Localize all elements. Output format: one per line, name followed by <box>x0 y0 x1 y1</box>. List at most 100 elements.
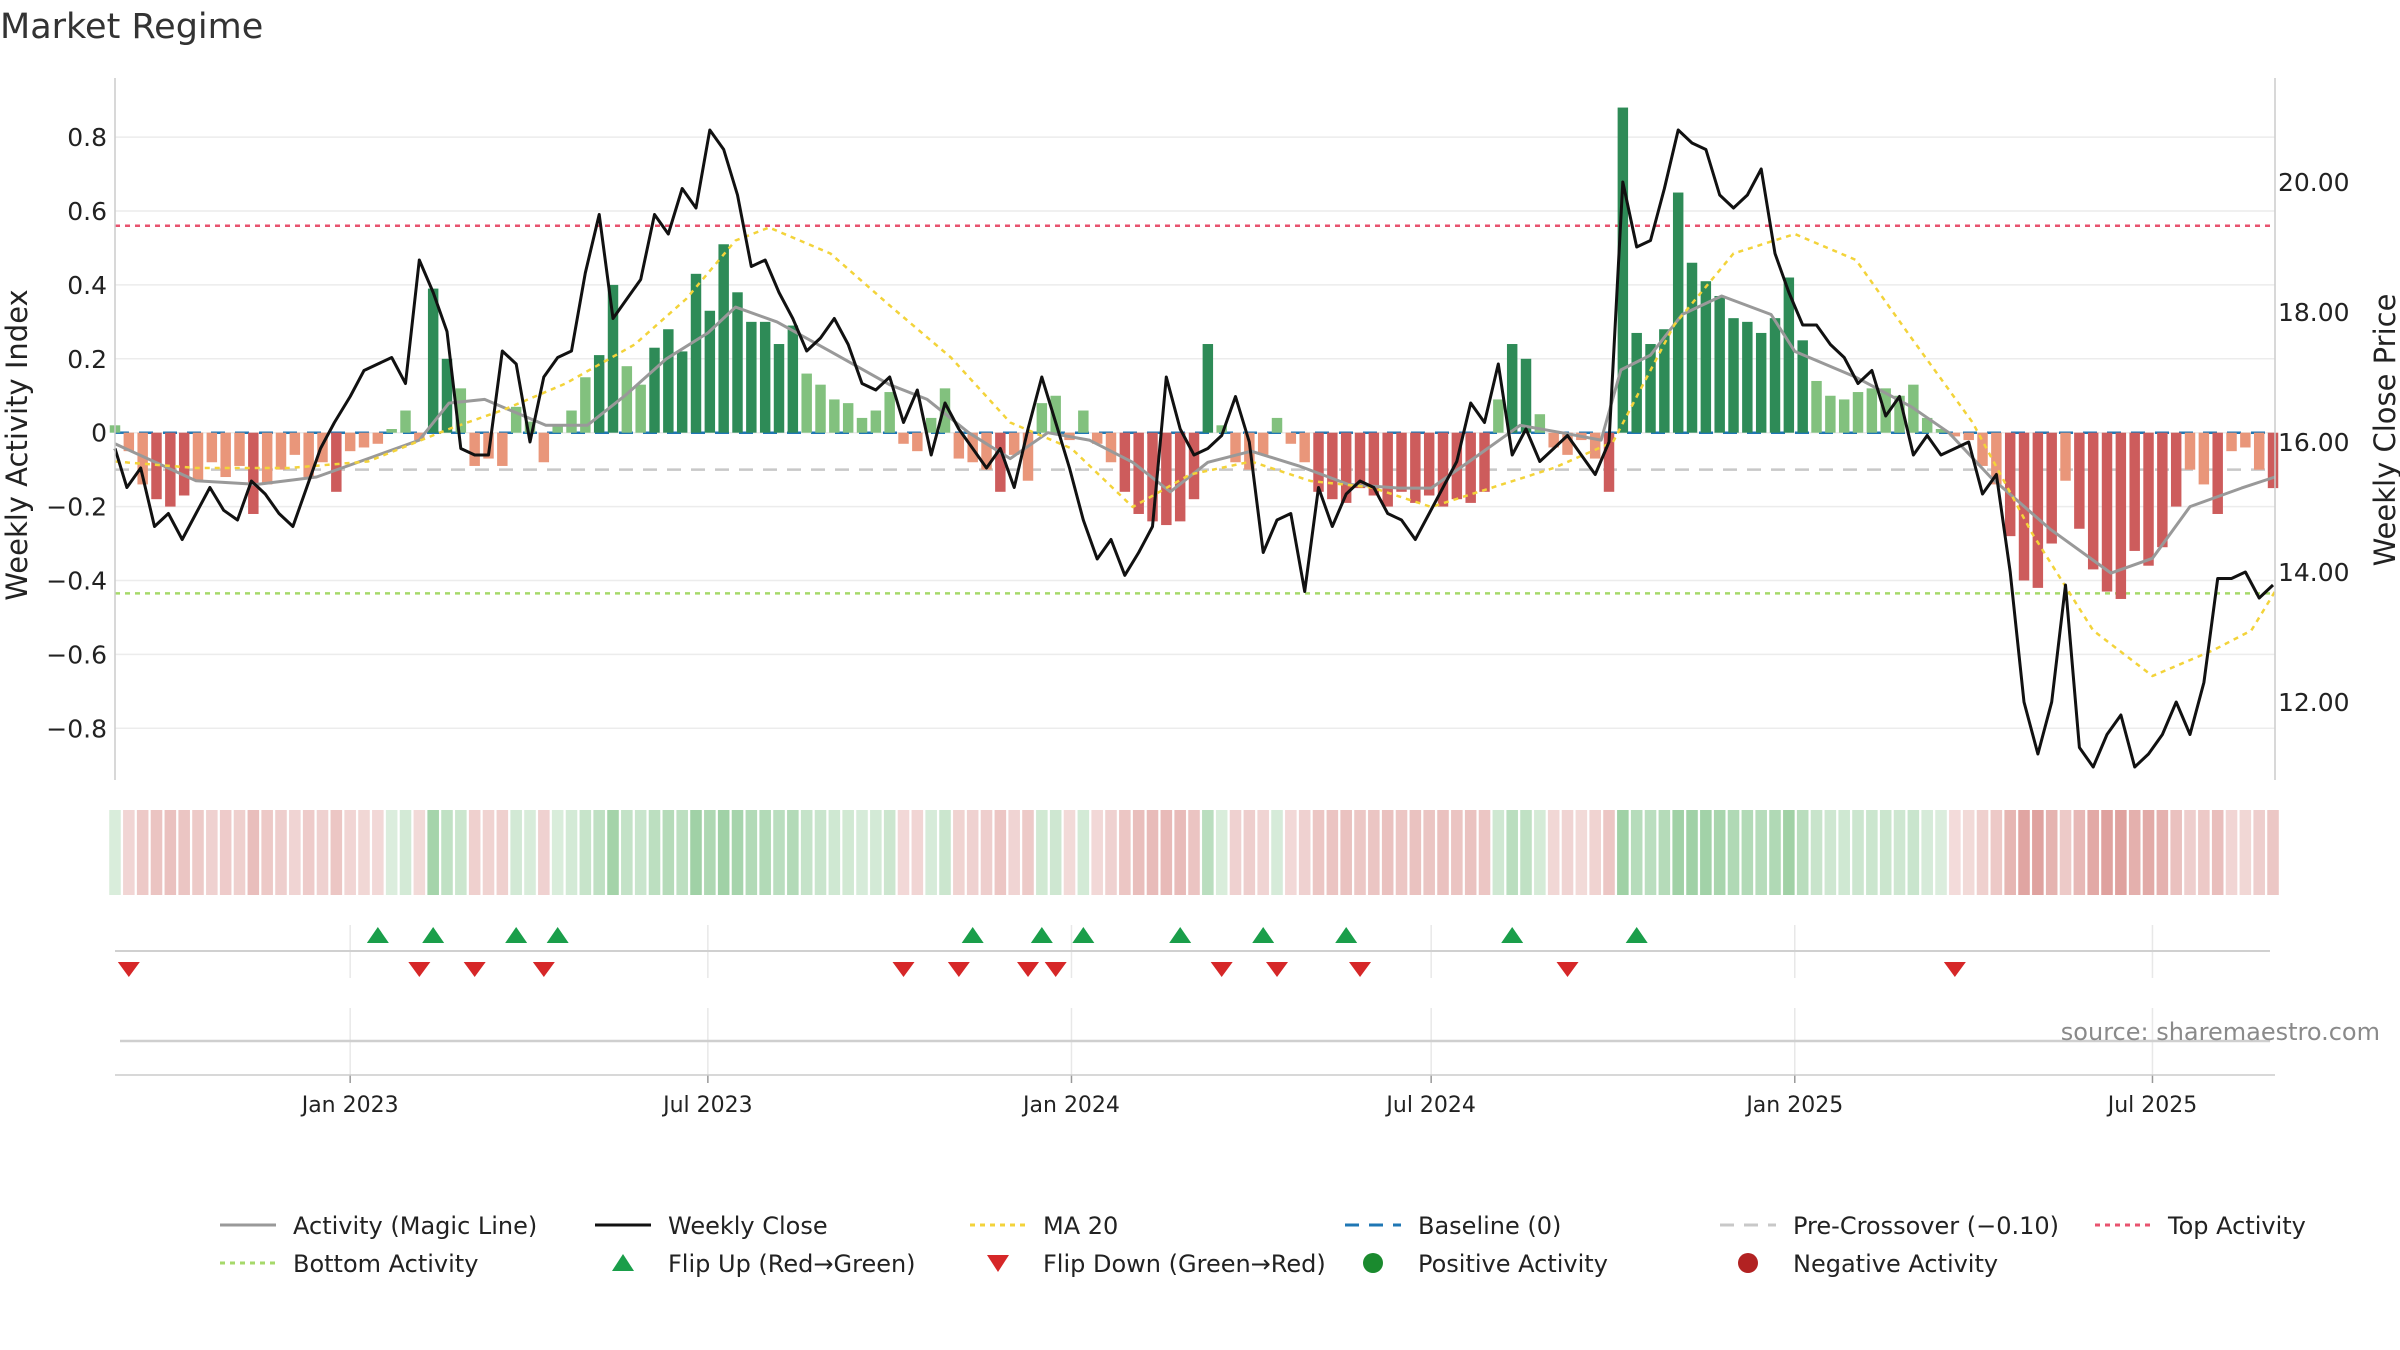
regime-cell <box>1451 810 1463 895</box>
regime-cell <box>1561 810 1574 895</box>
activity-bar <box>2046 432 2057 544</box>
regime-cell <box>1921 810 1933 895</box>
activity-bar <box>759 321 771 433</box>
flip-down-marker <box>1210 962 1233 977</box>
regime-cell <box>1520 810 1532 895</box>
regime-cell <box>1796 810 1809 895</box>
activity-bar <box>2212 432 2223 514</box>
activity-bar <box>566 410 577 433</box>
activity-bar <box>856 417 868 433</box>
regime-cell <box>1783 810 1795 895</box>
regime-cell <box>731 810 744 895</box>
activity-bar <box>870 410 882 433</box>
activity-bar <box>1257 432 1269 455</box>
activity-bar <box>1838 399 1850 433</box>
activity-bar <box>414 432 425 441</box>
activity-bar <box>1396 432 1407 492</box>
activity-bar <box>1617 107 1629 433</box>
regime-cell <box>1686 810 1698 895</box>
flip-down-marker <box>1943 962 1966 977</box>
activity-bar <box>1340 432 1352 503</box>
y-tick-label: −0.8 <box>46 714 107 743</box>
regime-cell <box>1492 810 1505 895</box>
regime-cell <box>1658 810 1671 895</box>
activity-bar <box>1686 262 1698 433</box>
flip-down-marker <box>1556 962 1579 977</box>
regime-cell <box>455 810 467 895</box>
regime-cell <box>496 810 509 895</box>
regime-cell <box>676 810 688 895</box>
regime-cell <box>219 810 232 895</box>
regime-cell <box>2045 810 2058 895</box>
activity-bar <box>2143 432 2154 566</box>
activity-bar <box>1714 295 1725 433</box>
regime-cell <box>1063 810 1076 895</box>
activity-bar <box>1935 429 1947 433</box>
activity-bar <box>455 388 467 433</box>
regime-cell <box>634 810 647 895</box>
regime-cell <box>1824 810 1837 895</box>
regime-cell <box>510 810 522 895</box>
activity-bar <box>842 403 854 433</box>
regime-cell <box>1700 810 1712 895</box>
activity-bar <box>1313 432 1324 492</box>
legend-label: Flip Down (Green→Red) <box>1043 1250 1326 1278</box>
activity-bars <box>109 107 2279 599</box>
regime-cell <box>1008 810 1020 895</box>
regime-cell <box>289 810 301 895</box>
activity-bar <box>801 373 812 433</box>
regime-cell <box>2087 810 2099 895</box>
activity-bar <box>593 355 605 433</box>
regime-cell <box>2198 810 2210 895</box>
regime-cell <box>192 810 204 895</box>
legend-label: Flip Up (Red→Green) <box>668 1250 916 1278</box>
activity-bar <box>1091 432 1103 444</box>
regime-cell <box>1077 810 1090 895</box>
legend-label: Positive Activity <box>1418 1250 1608 1278</box>
regime-cell <box>1644 810 1657 895</box>
activity-bar <box>649 347 660 433</box>
regime-cell <box>994 810 1007 895</box>
activity-bar <box>1755 332 1767 433</box>
activity-bar <box>2198 432 2210 485</box>
activity-bar <box>303 432 314 478</box>
activity-bar <box>1783 277 1795 433</box>
regime-cell <box>717 810 730 895</box>
activity-bar <box>1354 432 1366 489</box>
y-tick-label: 0.2 <box>67 345 107 374</box>
weekly-close-line <box>113 128 2275 769</box>
flip-down-marker <box>408 962 431 977</box>
regime-cell <box>1866 810 1878 895</box>
legend-label: Negative Activity <box>1793 1250 1998 1278</box>
activity-bar <box>995 432 1006 492</box>
x-tick-label: Jul 2023 <box>661 1093 753 1118</box>
activity-bar <box>386 429 397 433</box>
regime-cell <box>1174 810 1186 895</box>
activity-bar <box>912 432 923 452</box>
regime-cell <box>966 810 979 895</box>
activity-bar <box>123 432 135 452</box>
activity-bar <box>1271 417 1283 433</box>
regime-cell <box>2267 810 2279 895</box>
activity-bar <box>1036 403 1048 433</box>
regime-cell <box>1478 810 1491 895</box>
regime-cell <box>302 810 315 895</box>
activity-bar <box>2004 432 2016 537</box>
legend-swatch <box>1363 1253 1383 1273</box>
activity-bar <box>469 432 480 466</box>
activity-bar <box>1202 344 1214 433</box>
regime-cell <box>1935 810 1947 895</box>
regime-cell <box>2004 810 2016 895</box>
series-lines <box>113 128 2277 769</box>
regime-cell <box>1741 810 1754 895</box>
regime-cell <box>607 810 619 895</box>
chart-title: Market Regime <box>0 7 263 47</box>
regime-cell <box>123 810 135 895</box>
regime-cell <box>2059 810 2072 895</box>
regime-cell <box>1036 810 1048 895</box>
regime-cell <box>2101 810 2113 895</box>
activity-bar <box>1963 432 1974 441</box>
activity-bar <box>400 410 411 433</box>
activity-bar <box>441 358 453 433</box>
